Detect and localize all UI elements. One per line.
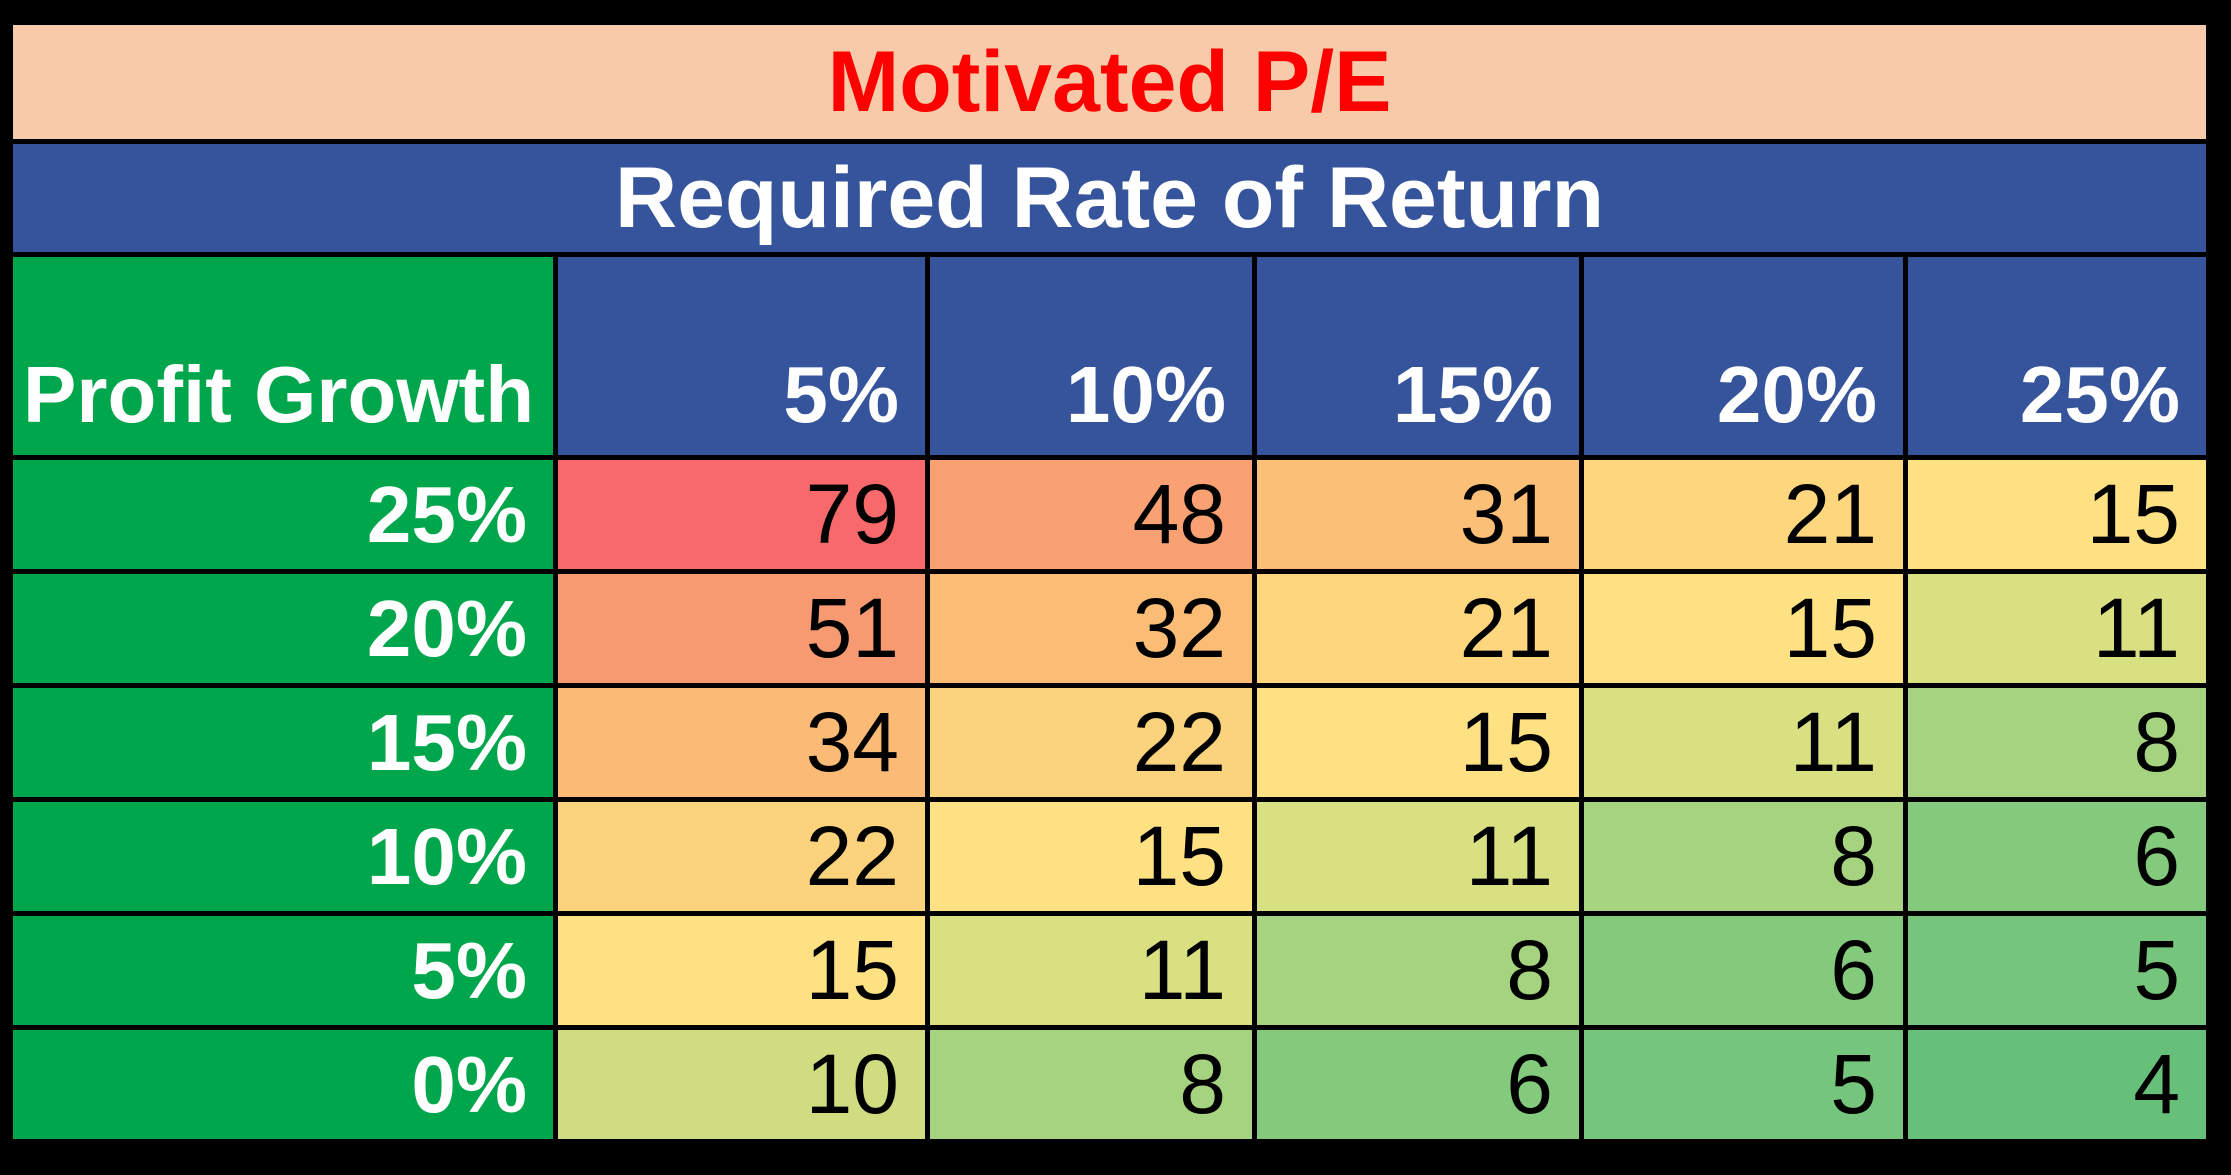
value-cell: 21 (1252, 569, 1584, 688)
column-header-20pct: 20% (1579, 252, 1908, 460)
value-cell: 15 (553, 911, 930, 1030)
column-header-15pct: 15% (1252, 252, 1584, 460)
table-row: 10% 22 15 11 8 6 (8, 797, 2212, 916)
value-cell: 32 (925, 569, 1257, 688)
row-label: 25% (8, 455, 558, 574)
value-cell: 8 (1252, 911, 1584, 1030)
table-row: 25% 79 48 31 21 15 (8, 455, 2212, 574)
value-cell: 11 (925, 911, 1257, 1030)
row-label: 5% (8, 911, 558, 1030)
value-cell: 8 (1902, 683, 2212, 802)
value-cell: 22 (925, 683, 1257, 802)
row-axis-title: Profit Growth (8, 252, 558, 460)
value-cell: 21 (1579, 455, 1908, 574)
table-title: Motivated P/E (7, 20, 2212, 144)
value-cell: 11 (1579, 683, 1908, 802)
table-row: 0% 10 8 6 5 4 (8, 1025, 2212, 1144)
motivated-pe-table: Motivated P/E Required Rate of Return Pr… (7, 20, 2212, 1144)
value-cell: 79 (553, 455, 930, 574)
value-cell: 4 (1902, 1025, 2212, 1144)
row-label: 10% (8, 797, 558, 916)
column-header-row: Profit Growth 5% 10% 15% 20% 25% (8, 252, 2212, 460)
value-cell: 6 (1579, 911, 1908, 1030)
value-cell: 34 (553, 683, 930, 802)
value-cell: 15 (1579, 569, 1908, 688)
value-cell: 15 (1252, 683, 1584, 802)
value-cell: 5 (1579, 1025, 1908, 1144)
value-cell: 22 (553, 797, 930, 916)
value-cell: 8 (925, 1025, 1257, 1144)
table-row: 15% 34 22 15 11 8 (8, 683, 2212, 802)
value-cell: 31 (1252, 455, 1584, 574)
value-cell: 6 (1902, 797, 2212, 916)
column-header-5pct: 5% (553, 252, 930, 460)
value-cell: 11 (1252, 797, 1584, 916)
table-row: 5% 15 11 8 6 5 (8, 911, 2212, 1030)
title-row: Motivated P/E (7, 20, 2212, 144)
column-axis-row: Required Rate of Return (7, 139, 2212, 257)
column-header-25pct: 25% (1902, 252, 2212, 460)
column-axis-title: Required Rate of Return (7, 139, 2212, 257)
value-cell: 8 (1579, 797, 1908, 916)
value-cell: 48 (925, 455, 1257, 574)
column-header-10pct: 10% (925, 252, 1257, 460)
value-cell: 6 (1252, 1025, 1584, 1144)
row-label: 15% (8, 683, 558, 802)
value-cell: 5 (1902, 911, 2212, 1030)
value-cell: 11 (1902, 569, 2212, 688)
row-label: 20% (8, 569, 558, 688)
row-label: 0% (8, 1025, 558, 1144)
value-cell: 10 (553, 1025, 930, 1144)
value-cell: 15 (925, 797, 1257, 916)
table-row: 20% 51 32 21 15 11 (8, 569, 2212, 688)
value-cell: 15 (1902, 455, 2212, 574)
value-cell: 51 (553, 569, 930, 688)
